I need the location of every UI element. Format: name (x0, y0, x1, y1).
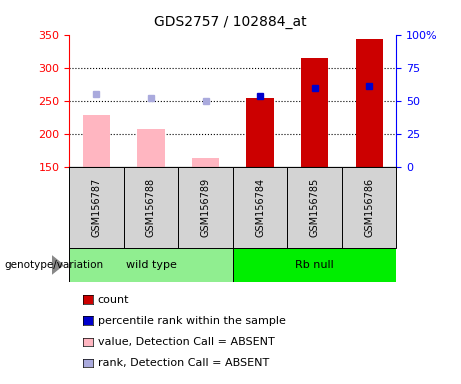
Bar (301, 58, 328, 167)
Text: GSM156784: GSM156784 (255, 178, 265, 237)
Bar (83, 115, 110, 167)
Bar (247, 98, 274, 167)
Text: value, Detection Call = ABSENT: value, Detection Call = ABSENT (98, 337, 274, 347)
Bar (69, 167, 124, 248)
Text: wild type: wild type (125, 260, 177, 270)
Bar (178, 167, 233, 248)
Bar (124, 167, 178, 248)
Bar (69, 248, 233, 282)
Text: genotype/variation: genotype/variation (5, 260, 104, 270)
Bar (355, 39, 383, 167)
Text: Rb null: Rb null (295, 260, 334, 270)
Text: GSM156785: GSM156785 (310, 178, 319, 237)
Bar (233, 248, 396, 282)
Bar (137, 129, 165, 167)
Text: rank, Detection Call = ABSENT: rank, Detection Call = ABSENT (98, 358, 269, 368)
Text: GDS2757 / 102884_at: GDS2757 / 102884_at (154, 15, 307, 29)
Text: count: count (98, 295, 129, 305)
Bar (192, 159, 219, 167)
Text: GSM156787: GSM156787 (91, 178, 101, 237)
Polygon shape (52, 256, 63, 274)
Bar (342, 167, 396, 248)
Text: GSM156789: GSM156789 (201, 178, 211, 237)
Bar (233, 167, 287, 248)
Bar (287, 167, 342, 248)
Text: GSM156788: GSM156788 (146, 178, 156, 237)
Text: GSM156786: GSM156786 (364, 178, 374, 237)
Text: percentile rank within the sample: percentile rank within the sample (98, 316, 286, 326)
